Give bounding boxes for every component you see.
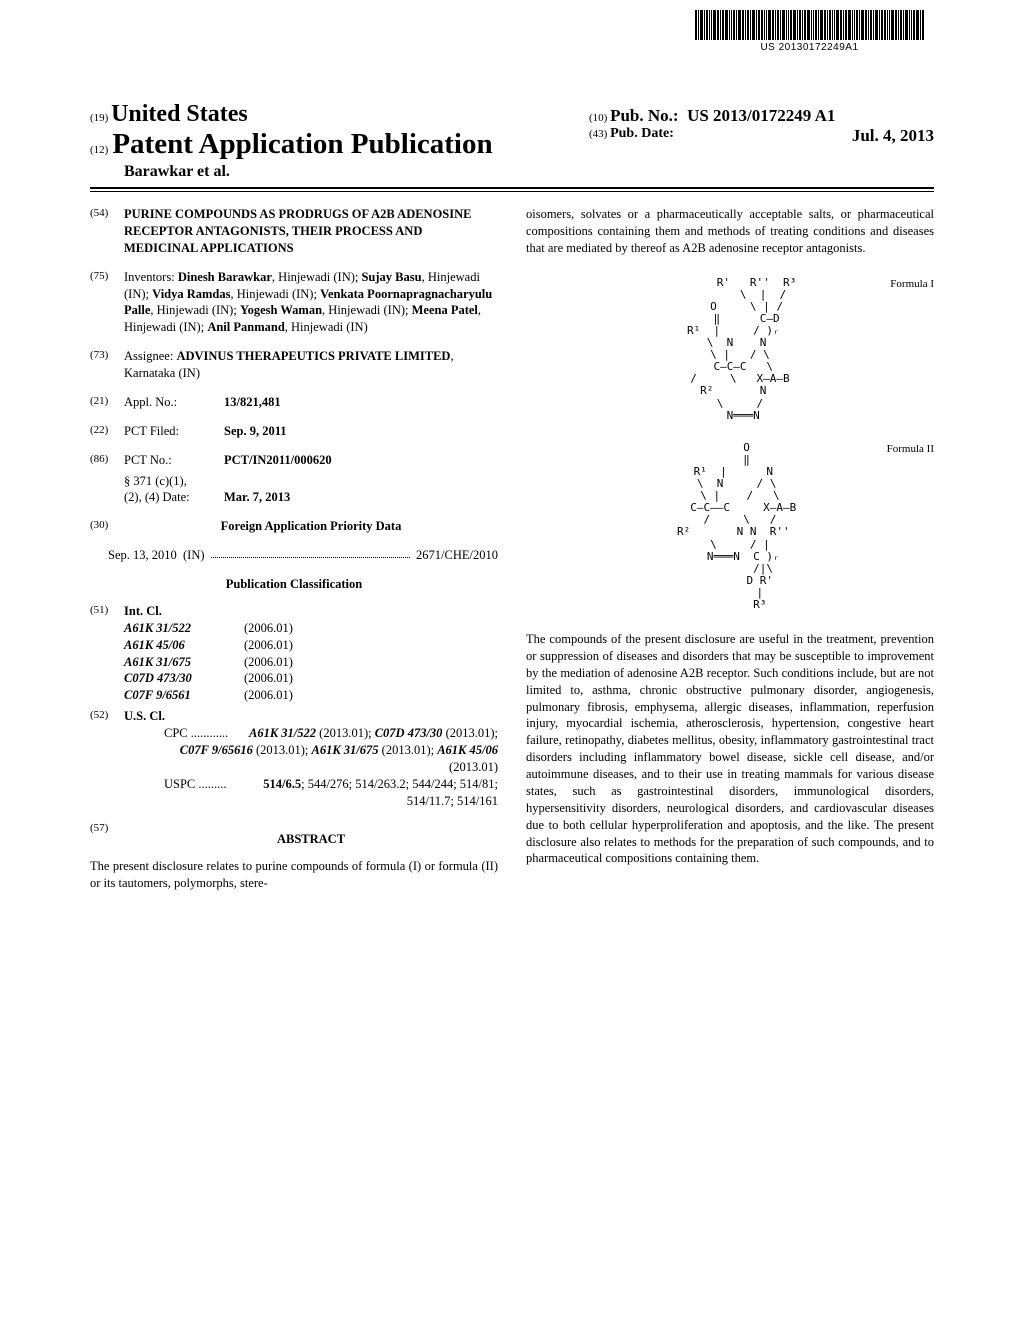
assignee-label: Assignee:: [124, 349, 173, 363]
pub-date-num: (43): [589, 128, 607, 140]
formula-2-structure: O ‖ R¹ | N \ N / \ \ | / \ C―C――C X―A―B …: [526, 442, 934, 611]
barcode-region: US 20130172249A1: [695, 10, 924, 53]
formula-1-block: Formula I R' R'' R³ \ | / O \ | / ‖ C―D …: [526, 277, 934, 422]
s371-line1: § 371 (c)(1),: [124, 473, 498, 490]
section-22: (22) PCT Filed: Sep. 9, 2011: [90, 423, 498, 440]
section-75: (75) Inventors: Dinesh Barawkar, Hinjewa…: [90, 269, 498, 337]
section-51: (51) Int. Cl. A61K 31/522(2006.01)A61K 4…: [90, 603, 498, 704]
header-block: (19) United States (12) Patent Applicati…: [90, 80, 934, 192]
header-rule-thin: [90, 191, 934, 192]
pct-no-label: PCT No.:: [124, 452, 224, 469]
uspc-label: USPC: [164, 776, 195, 793]
foreign-priority-head: Foreign Application Priority Data: [124, 518, 498, 535]
pub-no-line: (10) Pub. No.: US 2013/0172249 A1: [589, 106, 934, 126]
uspc-line: USPC ......... 514/6.5; 544/276; 514/263…: [124, 776, 498, 810]
assignee-name: ADVINUS THERAPEUTICS PRIVATE LIMITED: [176, 349, 450, 363]
foreign-country: (IN): [183, 547, 205, 564]
type-num: (12): [90, 144, 108, 156]
section-30: (30) Foreign Application Priority Data: [90, 518, 498, 535]
barcode-text: US 20130172249A1: [695, 42, 924, 53]
sec52-num: (52): [90, 708, 124, 809]
uspc-content: 514/6.5; 544/276; 514/263.2; 544/244; 51…: [263, 777, 498, 808]
chem-structure-1: R' R'' R³ \ | / O \ | / ‖ C―D R¹ | / )ᵣ …: [526, 277, 934, 422]
sec22-num: (22): [90, 423, 124, 440]
sec21-num: (21): [90, 394, 124, 411]
intcl-rows: A61K 31/522(2006.01)A61K 45/06(2006.01)A…: [124, 620, 498, 704]
formula-2-block: Formula II O ‖ R¹ | N \ N / \ \ | / \ C―…: [526, 442, 934, 611]
section-57: (57) ABSTRACT: [90, 821, 498, 854]
pub-date-label: Pub. Date:: [610, 126, 674, 141]
pub-type: Patent Application Publication: [112, 128, 492, 161]
abstract-head: ABSTRACT: [124, 831, 498, 848]
section-52: (52) U.S. Cl. CPC ............ A61K 31/5…: [90, 708, 498, 809]
pct-filed-label: PCT Filed:: [124, 423, 224, 440]
section-54: (54) PURINE COMPOUNDS AS PRODRUGS OF A2B…: [90, 206, 498, 257]
inventors-label: Inventors:: [124, 270, 175, 284]
abstract-para2: The compounds of the present disclosure …: [526, 631, 934, 867]
header-rule-thick: [90, 187, 934, 189]
pub-date-value: Jul. 4, 2013: [852, 126, 934, 146]
invention-title: PURINE COMPOUNDS AS PRODRUGS OF A2B ADEN…: [124, 206, 498, 257]
pct-filed-value: Sep. 9, 2011: [224, 423, 287, 440]
appl-no-label: Appl. No.:: [124, 394, 224, 411]
s371-line2-label: (2), (4) Date:: [124, 489, 224, 506]
foreign-appno: 2671/CHE/2010: [416, 547, 498, 564]
intcl-label: Int. Cl.: [124, 603, 498, 620]
formula-1-structure: R' R'' R³ \ | / O \ | / ‖ C―D R¹ | / )ᵣ …: [526, 277, 934, 422]
right-column: oisomers, solvates or a pharmaceutically…: [526, 206, 934, 892]
cpc-line: CPC ............ A61K 31/522 (2013.01); …: [124, 725, 498, 776]
pub-no-value: US 2013/0172249 A1: [687, 106, 835, 125]
pct-no-value: PCT/IN2011/000620: [224, 452, 332, 469]
body-columns: (54) PURINE COMPOUNDS AS PRODRUGS OF A2B…: [90, 206, 934, 892]
cpc-label: CPC: [164, 725, 188, 742]
appl-no-value: 13/821,481: [224, 394, 281, 411]
sec51-num: (51): [90, 603, 124, 704]
section-86: (86) PCT No.: PCT/IN2011/000620 § 371 (c…: [90, 452, 498, 507]
sec57-num: (57): [90, 821, 124, 854]
s371-date: Mar. 7, 2013: [224, 489, 290, 506]
state-line: (19) United States: [90, 101, 493, 128]
sec54-num: (54): [90, 206, 124, 257]
sec75-num: (75): [90, 269, 124, 337]
foreign-priority-row: Sep. 13, 2010 (IN) 2671/CHE/2010: [90, 547, 498, 564]
chem-structure-2: O ‖ R¹ | N \ N / \ \ | / \ C―C――C X―A―B …: [526, 442, 934, 611]
author-line: Barawkar et al.: [90, 163, 493, 181]
dots-leader: [211, 547, 411, 558]
sec30-num: (30): [90, 518, 124, 535]
uscl-label: U.S. Cl.: [124, 708, 498, 725]
pub-date-line: (43) Pub. Date: Jul. 4, 2013: [589, 126, 934, 146]
left-column: (54) PURINE COMPOUNDS AS PRODRUGS OF A2B…: [90, 206, 498, 892]
patent-page: US 20130172249A1 (19) United States (12)…: [0, 0, 1024, 1320]
pub-no-label: Pub. No.:: [610, 106, 678, 125]
inventors-list: Dinesh Barawkar, Hinjewadi (IN); Sujay B…: [124, 270, 492, 335]
sec73-num: (73): [90, 348, 124, 382]
pub-no-num: (10): [589, 112, 607, 124]
foreign-date: Sep. 13, 2010: [108, 547, 177, 564]
abstract-para1-cont: oisomers, solvates or a pharmaceutically…: [526, 206, 934, 257]
pub-type-line: (12) Patent Application Publication: [90, 128, 493, 161]
abstract-para1: The present disclosure relates to purine…: [90, 858, 498, 892]
formula-1-label: Formula I: [890, 277, 934, 292]
state-num: (19): [90, 112, 108, 124]
author-name: Barawkar et al.: [124, 163, 230, 180]
sec86-num: (86): [90, 452, 124, 507]
section-21: (21) Appl. No.: 13/821,481: [90, 394, 498, 411]
formula-2-label: Formula II: [887, 442, 934, 457]
state: United States: [111, 101, 248, 127]
section-73: (73) Assignee: ADVINUS THERAPEUTICS PRIV…: [90, 348, 498, 382]
pub-classification-head: Publication Classification: [90, 576, 498, 593]
barcode: [695, 10, 924, 40]
